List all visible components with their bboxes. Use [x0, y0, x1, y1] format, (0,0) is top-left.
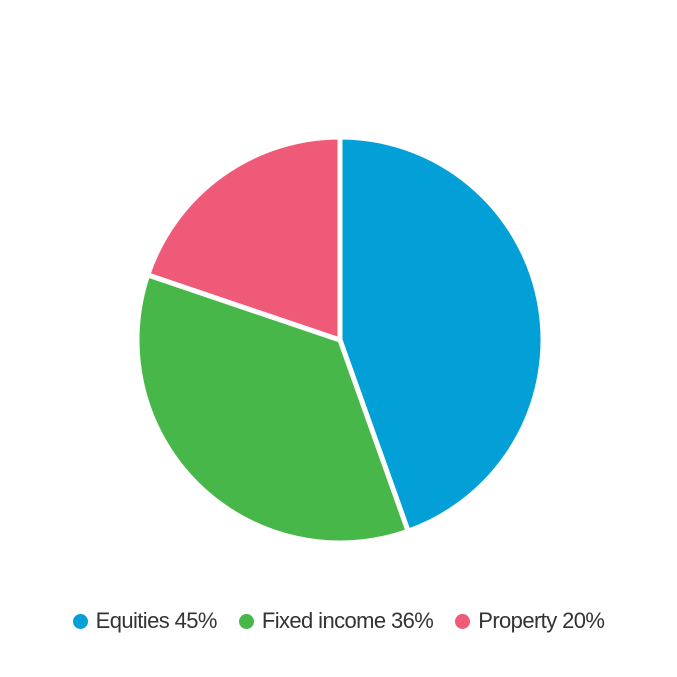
legend-item-fixed-income: Fixed income 36% [238, 608, 434, 634]
legend-item-equities: Equities 45% [72, 608, 218, 634]
legend-label-fixed-income: Fixed income 36% [261, 608, 434, 633]
legend-swatch-equities [72, 613, 88, 629]
legend-label-property: Property 20% [478, 608, 605, 633]
legend-swatch-fixed-income [238, 613, 254, 629]
pie-slice-equities [337, 134, 546, 534]
legend-item-property: Property 20% [455, 608, 605, 634]
legend-label-equities: Equities 45% [95, 608, 218, 633]
pie-slice-property [145, 134, 343, 343]
legend: Equities 45% Fixed income 36% Property 2… [0, 603, 677, 639]
legend-swatch-property [455, 613, 471, 629]
